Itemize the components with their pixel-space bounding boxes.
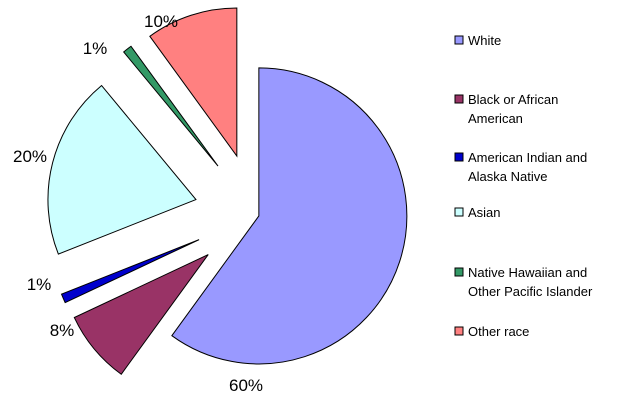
value-label-native-hawaiian-and-other-pacific-islander: 1% — [83, 39, 108, 58]
legend-swatch — [454, 207, 464, 217]
legend-label: White — [468, 33, 501, 48]
legend-label: Other race — [468, 324, 529, 339]
pie-slice-other-race — [149, 7, 238, 158]
pie-slice-american-indian-and-alaska-native — [60, 239, 200, 304]
legend-label: American Indian and — [468, 150, 587, 165]
legend-item-white: White — [454, 33, 501, 48]
legend-item-other-race: Other race — [454, 324, 529, 339]
legend-item-native-hawaiian-and-other-pacific-islander: Native Hawaiian and Other Pacific Islande… — [454, 265, 593, 299]
legend-label: Black or African — [468, 92, 558, 107]
legend-swatch — [454, 267, 464, 277]
legend-item-american-indian-and-alaska-native: American Indian and Alaska Native — [454, 150, 587, 184]
legend-label: American — [468, 111, 523, 126]
legend-swatch — [454, 94, 464, 104]
pie-slices — [47, 7, 408, 375]
legend-item-asian: Asian — [454, 205, 501, 220]
value-label-other-race: 10% — [144, 12, 178, 31]
legend-swatch — [454, 152, 464, 162]
value-label-asian: 20% — [13, 147, 47, 166]
pie-slice-black-or-african-american — [73, 254, 209, 375]
pie-slice-white — [171, 67, 408, 365]
value-label-black-or-african-american: 8% — [50, 321, 75, 340]
value-label-american-indian-and-alaska-native: 1% — [27, 275, 52, 294]
legend-label: Native Hawaiian and — [468, 265, 587, 280]
value-labels: 60% 8% 1% 20% 1% 10% — [13, 12, 263, 395]
pie-slice-asian — [47, 84, 197, 255]
pie-slice-native-hawaiian-and-other-pacific-islander — [122, 45, 219, 167]
legend-label: Other Pacific Islander — [468, 284, 593, 299]
legend-label: Alaska Native — [468, 169, 547, 184]
legend: White Black or African American American In… — [454, 33, 593, 339]
legend-swatch — [454, 35, 464, 45]
legend-item-black-or-african-american: Black or African American — [454, 92, 558, 126]
value-label-white: 60% — [229, 376, 263, 395]
legend-label: Asian — [468, 205, 501, 220]
legend-swatch — [454, 326, 464, 336]
